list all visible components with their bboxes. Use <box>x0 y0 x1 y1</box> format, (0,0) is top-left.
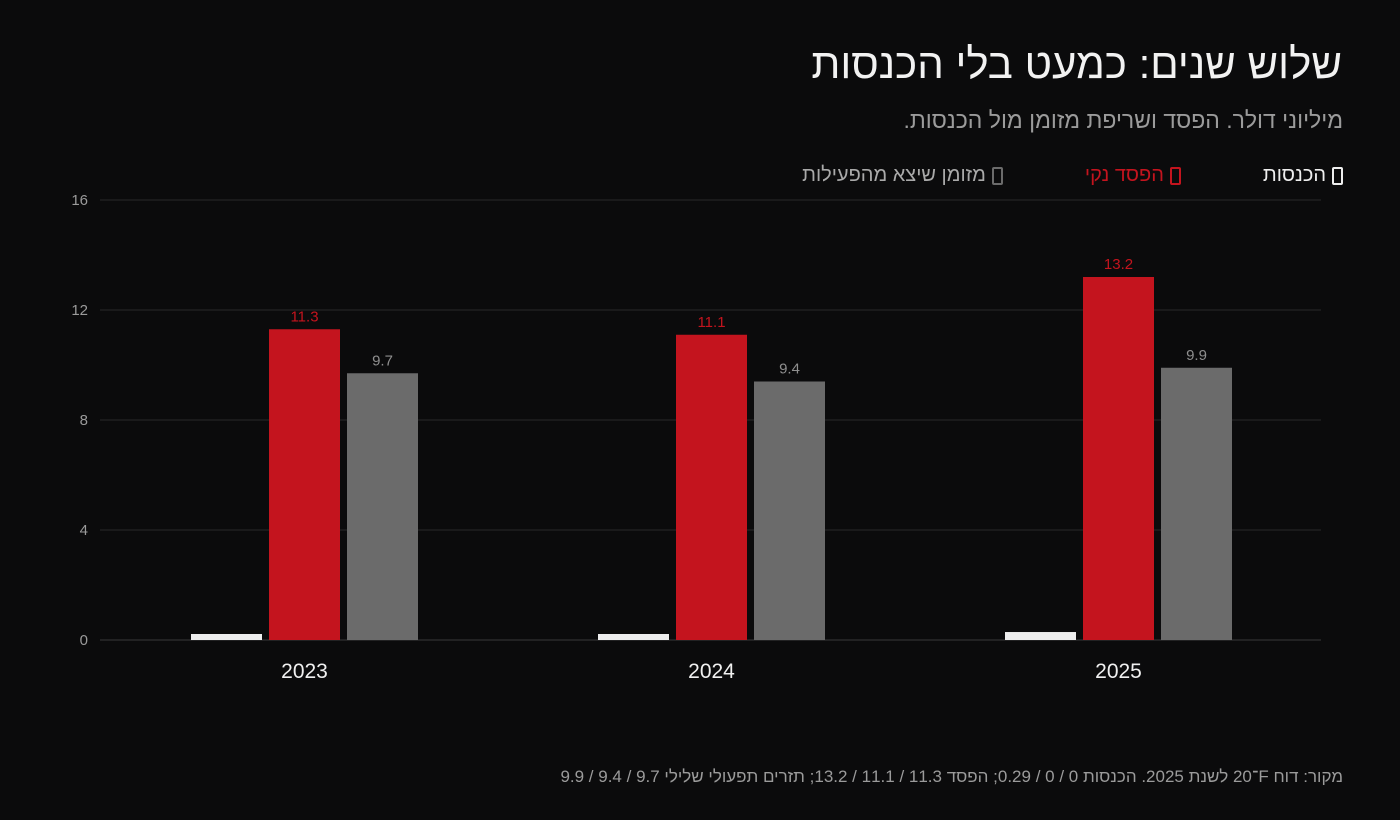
chart-title: שלוש שנים: כמעט בלי הכנסות <box>811 40 1342 87</box>
x-tick-label: 2024 <box>688 660 735 683</box>
legend-item-1: הפסד נקי <box>1085 164 1181 187</box>
chart-legend: הכנסות הפסד נקי מזומן שיצא מהפעילות <box>802 164 1343 187</box>
bar-2024-1 <box>676 334 747 640</box>
data-label: 11.3 <box>290 308 318 325</box>
legend-swatch <box>991 166 1003 185</box>
y-tick-label: 4 <box>80 522 88 539</box>
x-tick-label: 2025 <box>1095 660 1142 683</box>
legend-swatch <box>1332 166 1343 185</box>
bar-chart: 0 4 8 12 16 11.3 9.7 2023 11.1 9.4 2024 13.2 9.9 2025 <box>71 192 1321 683</box>
data-label: 11.1 <box>697 314 725 331</box>
source-note: מקור: דוח F־20 לשנת 2025. הכנסות 0 / 0 /… <box>560 767 1343 786</box>
y-tick-label: 8 <box>80 412 88 429</box>
chart-subtitle: מיליוני דולר. הפסד ושריפת מזומן מול הכנס… <box>903 107 1343 133</box>
data-label: 9.9 <box>1186 347 1207 364</box>
data-label: 9.4 <box>779 361 800 378</box>
data-label: 9.7 <box>372 352 393 369</box>
bar-2023-1 <box>269 329 340 640</box>
bar-2024-2 <box>754 381 825 640</box>
x-tick-label: 2023 <box>281 660 328 683</box>
y-tick-label: 16 <box>71 192 88 209</box>
bar-2023-2 <box>347 373 418 640</box>
y-tick-label: 12 <box>71 302 88 319</box>
legend-item-0: הכנסות <box>1263 164 1343 187</box>
bar-2023-0 <box>191 634 262 640</box>
legend-label: הכנסות <box>1262 164 1326 186</box>
bar-2025-1 <box>1083 277 1154 640</box>
bar-2025-2 <box>1161 367 1232 640</box>
legend-item-2: מזומן שיצא מהפעילות <box>802 164 1003 187</box>
y-tick-label: 0 <box>80 632 88 649</box>
bar-2024-0 <box>598 634 669 640</box>
legend-label: מזומן שיצא מהפעילות <box>802 164 986 186</box>
legend-swatch <box>1169 166 1181 185</box>
data-label: 13.2 <box>1104 256 1133 273</box>
legend-label: הפסד נקי <box>1084 164 1164 186</box>
bar-2025-0 <box>1005 632 1076 640</box>
